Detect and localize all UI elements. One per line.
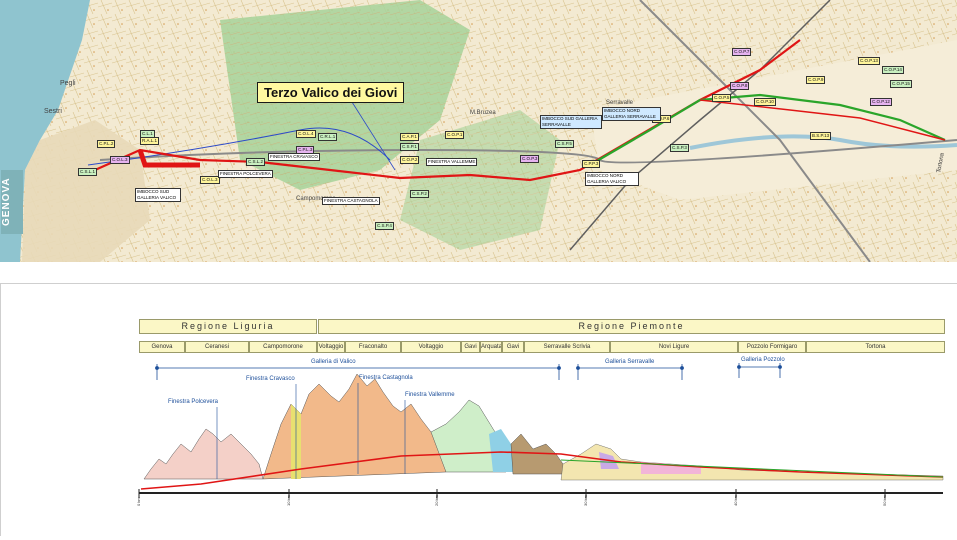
chainage-label: 30 km <box>583 495 588 506</box>
window-label: Finestra Cravasco <box>246 376 295 382</box>
route-red-east <box>699 99 946 141</box>
site-tag: C.O.P.3 <box>520 155 540 163</box>
tunnel-label: Galleria Serravalle <box>605 359 655 365</box>
place-label: Campomorone <box>296 196 336 202</box>
window-label: IMBOCCO NORD GALLERIA SERRAVALLE <box>602 107 661 121</box>
municipality-bar: Novi Ligure <box>610 341 738 353</box>
city-label-genova: GENOVA <box>1 170 23 234</box>
site-tag: C.S.P.2 <box>410 190 429 198</box>
urban-area <box>22 120 150 262</box>
municipality-bar: Campomorone <box>249 341 317 353</box>
region-bar-liguria: Regione Liguria <box>139 319 317 334</box>
route-red-bold <box>137 149 200 168</box>
municipality-bar: Voltaggio <box>317 341 345 353</box>
site-tag: C.O.L.3 <box>200 176 220 184</box>
place-label: Pegli <box>60 80 76 87</box>
window-label: IMBOCCO SUD GALLERIA SERRAVALLE <box>540 115 602 129</box>
terrain-arquata <box>489 429 513 472</box>
chainage-label: 0 km <box>136 497 141 506</box>
map-canvas <box>0 0 957 262</box>
municipality-bar: Fraconalto <box>345 341 401 353</box>
window-label: FINESTRA POLCEVERA <box>218 170 273 178</box>
window-label: IMBOCCO SUD GALLERIA VALICO <box>135 188 181 202</box>
site-tag: C.S.L.1 <box>78 168 98 176</box>
rail-profile-line <box>140 451 944 490</box>
place-label: M.Bruzea <box>470 110 496 116</box>
longitudinal-profile: Regione Liguria Regione Piemonte Genova … <box>0 283 957 536</box>
site-tag: C.S.P.5 <box>555 140 574 148</box>
municipality-bar: Gavi <box>461 341 480 353</box>
site-tag: C.S.P.3 <box>670 144 689 152</box>
municipality-bar: Ceranesi <box>185 341 249 353</box>
site-tag: C.O.P.7 <box>732 48 752 56</box>
tunnel-label: Galleria di Valico <box>311 359 356 365</box>
site-tag: C.O.P.1 <box>445 131 465 139</box>
site-tag: C.P.L.2 <box>97 140 116 148</box>
chainage-label: 10 km <box>286 495 291 506</box>
route-map: GENOVA Terzo Valico dei Giovi Tortona Se… <box>0 0 957 262</box>
forest-area <box>400 110 560 250</box>
site-tag: C.O.L.4 <box>296 130 316 138</box>
site-tag: C.O.P.8 <box>730 82 750 90</box>
profile-canvas <box>138 363 944 498</box>
site-tag: C.P.P.3 <box>582 160 601 168</box>
site-tag: C.A.P.1 <box>400 133 419 141</box>
site-tag: C.S.P.1 <box>400 143 419 151</box>
map-title: Terzo Valico dei Giovi <box>257 82 405 103</box>
route-green <box>589 93 946 166</box>
chainage-label: 40 km <box>733 495 738 506</box>
site-tag: C.O.P.2 <box>400 156 420 164</box>
window-label: Finestra Polcevera <box>168 399 219 405</box>
site-tag: C.O.P.9 <box>806 76 826 84</box>
terrain-pozzolo <box>641 462 701 474</box>
existing-line <box>87 127 391 166</box>
chainage-label: 50 km <box>882 495 887 506</box>
municipality-bar: Arquata <box>480 341 502 353</box>
site-tag: C.O.P.14 <box>882 66 904 74</box>
municipality-bar: Tortona <box>806 341 945 353</box>
municipality-bar: Gavi <box>502 341 524 353</box>
place-label: Serravalle <box>606 100 634 106</box>
window-label: FINESTRA CRAVASCO <box>268 153 320 161</box>
window-label: Finestra Vallemme <box>405 392 455 398</box>
site-tag: R.A.L.1 <box>140 137 160 145</box>
site-tag: C.O.P.10 <box>754 98 776 106</box>
site-tag: B.S.P.13 <box>810 132 832 140</box>
municipality-bar: Serravalle Scrivia <box>524 341 610 353</box>
terrain-liguria-west <box>143 428 264 480</box>
highway <box>99 139 957 164</box>
site-tag: C.S.L.2 <box>246 158 266 166</box>
window-label: IMBOCCO NORD GALLERIA VALICO <box>585 172 639 186</box>
terrain-apennine <box>262 373 447 480</box>
chainage-label: 20 km <box>434 495 439 506</box>
site-tag: C.O.L.3 <box>110 156 130 164</box>
river-scrivia <box>689 134 957 150</box>
window-label: FINESTRA CASTAGNOLA <box>322 197 380 205</box>
site-tag: C.S.P.4 <box>375 222 394 230</box>
site-tag: C.O.P.13 <box>858 57 880 65</box>
site-tag: C.R.L.1 <box>318 133 338 141</box>
site-tag: C.O.P.15 <box>890 80 912 88</box>
site-tag: C.O.P.12 <box>870 98 892 106</box>
municipality-bar: Pozzolo Formigaro <box>738 341 806 353</box>
tunnel-label: Galleria Pozzolo <box>741 357 785 363</box>
site-tag: C.O.P.5 <box>712 94 732 102</box>
ground-line <box>560 459 944 478</box>
window-label: FINESTRA VALLEMME <box>426 158 478 166</box>
municipality-bar: Genova <box>139 341 185 353</box>
highway <box>639 0 871 262</box>
region-bar-piemonte: Regione Piemonte <box>318 319 945 334</box>
place-label: Sestri <box>44 108 62 115</box>
window-label: Finestra Castagnola <box>359 375 413 381</box>
municipality-bar: Voltaggio <box>401 341 461 353</box>
highway <box>569 0 831 251</box>
title-pointer <box>351 101 396 171</box>
